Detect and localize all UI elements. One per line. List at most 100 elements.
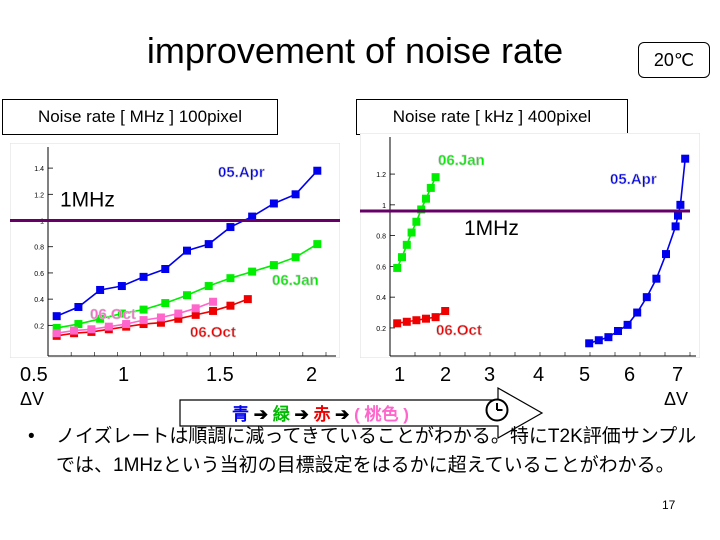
y-tick-label: 1.4 [34, 166, 44, 173]
data-point-green [161, 299, 170, 308]
data-point-green [431, 173, 440, 182]
data-point-pink [191, 304, 200, 313]
x-tick-label: 0.5 [20, 364, 48, 386]
data-point-pink [52, 329, 61, 338]
x-tick-label: 2 [440, 364, 452, 386]
series-line-pink [56, 301, 214, 334]
data-point-red [226, 301, 235, 310]
series-label-green: 06.Jan [438, 152, 485, 169]
data-point-green [426, 183, 435, 192]
data-point-blue [313, 166, 322, 175]
time-arrow [179, 386, 544, 440]
data-point-blue [594, 336, 603, 345]
y-tick-label: 1.2 [376, 172, 386, 179]
data-point-pink [139, 316, 148, 325]
arrow-separator: ➔ [253, 405, 268, 424]
data-point-green [226, 274, 235, 283]
data-point-pink [87, 325, 96, 334]
data-point-red [431, 313, 440, 322]
y-tick-label: 0.6 [376, 264, 386, 271]
y-tick-label: 0.2 [34, 323, 44, 330]
arrow-green-label: 緑 [272, 405, 290, 424]
data-point-red [441, 307, 450, 315]
data-point-blue [676, 200, 685, 209]
data-point-green [204, 282, 213, 291]
series-label-blue: 05.Apr [218, 164, 265, 181]
bullet-point: • ノイズレートは順調に減ってきていることがわかる。特にT2K評価サンプルでは、… [28, 422, 708, 480]
data-point-blue [674, 211, 682, 220]
data-point-blue [642, 293, 651, 302]
data-point-blue [96, 285, 105, 294]
page-number: 17 [662, 498, 676, 512]
arrow-blue-label: 青 [232, 405, 249, 424]
page-title: improvement of noise rate [146, 30, 564, 71]
y-tick-label: 0.8 [34, 245, 44, 252]
x-tick-label: 2 [306, 364, 318, 386]
data-point-green [248, 267, 257, 276]
clock-icon [485, 398, 509, 422]
x-tick-label: 7 [672, 364, 684, 386]
data-point-green [139, 305, 148, 314]
data-point-blue [585, 339, 594, 348]
data-point-red [402, 317, 411, 326]
arrow-sequence: 青 ➔ 緑 ➔ 赤 ➔ ( 桃色 ) [232, 400, 409, 425]
delta-v-label-right: ΔV [664, 389, 689, 409]
x-tick-label: 3 [484, 364, 496, 386]
temperature-badge: 20℃ [638, 42, 710, 78]
data-point-blue [652, 274, 661, 283]
data-point-green [117, 309, 126, 318]
x-tick-label: 4 [533, 364, 545, 386]
data-point-green [313, 240, 322, 249]
data-point-blue [204, 240, 213, 249]
data-point-red [191, 310, 200, 319]
bullet-dot: • [28, 426, 35, 447]
data-point-blue [139, 272, 148, 281]
data-point-blue [681, 154, 690, 163]
data-point-blue [291, 190, 300, 199]
data-point-pink [104, 322, 113, 331]
data-point-green [393, 263, 402, 272]
data-point-blue [52, 312, 61, 321]
delta-v-label-left: ΔV [20, 389, 45, 409]
data-point-blue [117, 282, 126, 291]
data-point-pink [70, 326, 79, 335]
data-point-red [174, 314, 183, 323]
arrow-red-label: 赤 [313, 405, 331, 424]
left-chart-header: Noise rate [ MHz ] 100pixel [2, 99, 278, 135]
data-point-blue [604, 333, 613, 342]
x-tick-label: 1 [394, 364, 406, 386]
y-tick-label: 0.6 [34, 271, 44, 278]
data-point-green [398, 253, 406, 262]
y-tick-label: 0.4 [34, 297, 44, 304]
series-label-pink: 06.Oct [90, 306, 136, 323]
data-point-pink [209, 297, 218, 306]
data-point-red [393, 319, 402, 328]
y-tick-label: 0.2 [376, 326, 386, 333]
data-point-blue [74, 303, 83, 311]
data-point-blue [269, 199, 278, 208]
data-point-pink [156, 313, 165, 322]
data-point-blue [614, 327, 622, 335]
data-point-green [74, 320, 83, 329]
data-point-blue [248, 212, 257, 221]
data-point-blue [183, 246, 191, 255]
series-label-blue: 05.Apr [610, 171, 657, 188]
right-chart: 0.2 0.4 0.6 0.8 1 1.2 1MHz 06.Jan 05.Apr 06.Oct [360, 133, 700, 358]
data-point-green [417, 205, 426, 214]
data-point-green [291, 253, 300, 262]
data-point-blue [633, 308, 642, 317]
y-tick-label: 1 [382, 203, 386, 210]
reference-label-1mhz: 1MHz [464, 217, 519, 240]
series-label-green: 06.Jan [272, 272, 319, 289]
bullet-text: ノイズレートは順調に減ってきていることがわかる。特にT2K評価サンプルでは、1M… [56, 426, 697, 476]
data-point-blue [623, 320, 632, 329]
arrow-separator: ➔ [294, 405, 309, 424]
data-point-blue [662, 250, 670, 259]
plot-frame [360, 133, 700, 358]
data-point-pink [174, 309, 183, 318]
data-point-blue [161, 265, 170, 273]
data-point-blue [226, 223, 235, 232]
data-point-pink [122, 320, 131, 329]
x-tick-label: 6 [624, 364, 636, 386]
x-tick-label: 5 [579, 364, 591, 386]
